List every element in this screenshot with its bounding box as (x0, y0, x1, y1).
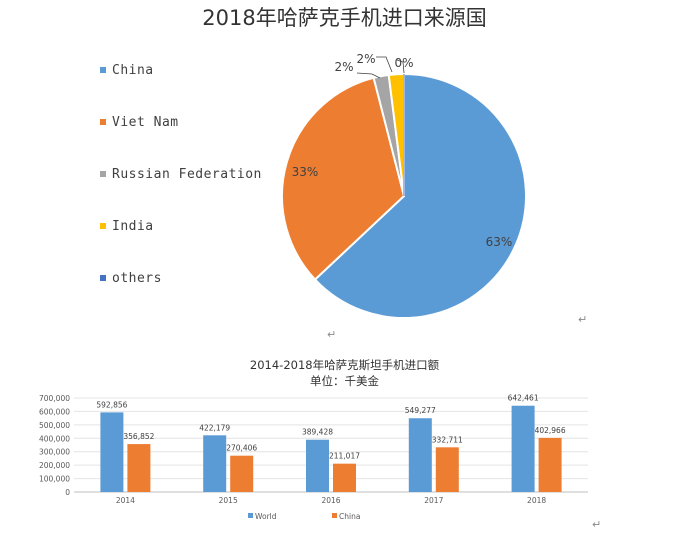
legend-swatch-china (332, 513, 337, 518)
legend-swatch-world (248, 513, 253, 518)
bar-china-2017 (435, 447, 459, 492)
bar-world-2017 (408, 418, 432, 492)
bar-world-2018 (511, 405, 535, 492)
bar-world-2015 (203, 435, 227, 492)
legend-swatch-vietnam (100, 118, 106, 125)
y-tick-label: 0 (65, 488, 70, 497)
bar-data-label: 642,461 (508, 394, 539, 403)
legend-label-others: others (112, 271, 162, 286)
pie-chart-title: 2018年哈萨克手机进口来源国 (202, 6, 487, 30)
pie-data-label: 63% (486, 235, 513, 249)
pie-data-label: 0% (394, 56, 413, 70)
legend-label-russia: Russian Federation (112, 167, 262, 182)
y-tick-label: 200,000 (39, 461, 70, 470)
paragraph-mark: ↵ (578, 313, 588, 326)
bar-china-2015 (230, 455, 254, 492)
bar-china-2018 (538, 437, 562, 492)
legend-swatch-china (100, 66, 106, 73)
legend-swatch-russia (100, 170, 106, 177)
legend-item-india: India (100, 219, 154, 234)
y-tick-label: 500,000 (39, 421, 70, 430)
bar-world-2014 (100, 412, 124, 492)
legend-label-china: China (339, 512, 360, 521)
pie-data-label: 2% (356, 52, 375, 66)
pie-leader-line (396, 59, 405, 74)
x-tick-label: 2018 (527, 496, 546, 505)
bar-world-2016 (306, 439, 329, 492)
legend-item-china: China (100, 63, 154, 78)
pie-chart: 63% 33% 2%2% 0% (281, 52, 527, 319)
pie-leader-line (356, 72, 381, 79)
y-tick-label: 600,000 (39, 407, 70, 416)
pie-data-label: 2% (334, 60, 353, 74)
y-tick-label: 100,000 (39, 475, 70, 484)
legend-item-russia: Russian Federation (100, 167, 262, 182)
paragraph-mark: ↵ (327, 328, 337, 341)
bar-china-2016 (333, 463, 356, 492)
pie-data-label: 33% (292, 165, 319, 179)
x-tick-label: 2015 (219, 496, 238, 505)
paragraph-mark: ↵ (592, 518, 602, 531)
legend-swatch-india (100, 222, 106, 229)
bar-data-label: 270,406 (226, 444, 257, 453)
legend-label-vietnam: Viet Nam (112, 115, 179, 130)
pie-slice-china (313, 72, 527, 319)
bar-data-label: 592,856 (96, 400, 127, 409)
bar-data-label: 389,428 (302, 428, 333, 437)
legend-swatch-others (100, 274, 106, 281)
y-tick-label: 700,000 (39, 394, 70, 403)
pie-leader-line (376, 56, 393, 73)
bar-data-label: 402,966 (535, 426, 566, 435)
bar-data-label: 332,711 (432, 435, 463, 444)
bar-china-2014 (127, 444, 151, 492)
x-tick-label: 2016 (321, 496, 340, 505)
legend-item-vietnam: Viet Nam (100, 115, 179, 130)
x-tick-label: 2017 (424, 496, 443, 505)
y-tick-label: 300,000 (39, 448, 70, 457)
bar-data-label: 211,017 (329, 452, 360, 461)
legend-label-china: China (112, 63, 154, 78)
legend-item-others: others (100, 271, 162, 286)
bar-data-label: 422,179 (199, 423, 230, 432)
legend-label-india: India (112, 219, 154, 234)
bar-data-label: 356,852 (123, 432, 154, 441)
pie-slice-viet-nam (281, 76, 406, 281)
bar-data-label: 549,277 (405, 406, 436, 415)
legend-label-world: World (255, 512, 277, 521)
y-tick-label: 400,000 (39, 434, 70, 443)
bar-chart-title: 2014-2018年哈萨克斯坦手机进口额 (249, 358, 440, 372)
x-tick-label: 2014 (116, 496, 135, 505)
bar-chart-subtitle: 单位：千美金 (310, 374, 379, 388)
